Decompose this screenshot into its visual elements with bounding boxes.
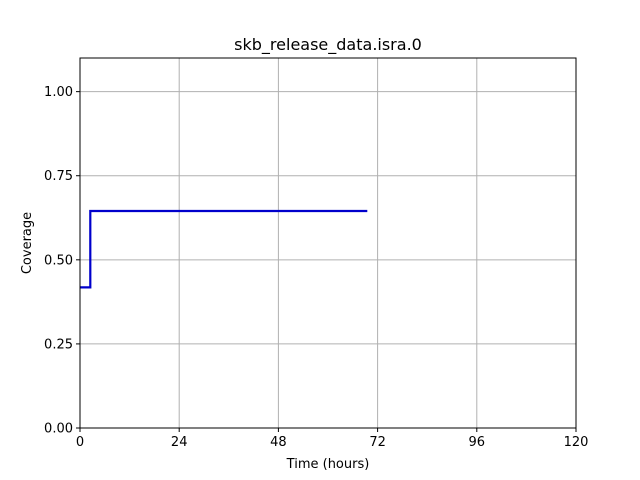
y-tick-label: 0.00 [44,422,73,437]
x-tick-label: 48 [270,435,287,450]
x-axis: 0 24 48 72 96 120 [76,428,589,450]
x-tick-label: 24 [171,435,188,450]
y-tick-label: 0.25 [44,337,73,352]
chart-title: skb_release_data.isra.0 [234,35,422,55]
coverage-series-line [80,209,368,289]
y-tick-label: 1.00 [44,85,73,100]
plot-frame [79,57,577,429]
x-tick-label: 96 [469,435,486,450]
y-tick-label: 0.50 [44,253,73,268]
y-tick-label: 0.75 [44,169,73,184]
x-tick-label: 0 [76,435,84,450]
x-tick-label: 72 [369,435,386,450]
y-axis: 0.00 0.25 0.50 0.75 1.00 [44,85,80,437]
x-axis-label: Time (hours) [286,457,370,472]
x-tick-label: 120 [564,435,589,450]
y-axis-label: Coverage [20,212,35,274]
series-layer [80,209,368,289]
